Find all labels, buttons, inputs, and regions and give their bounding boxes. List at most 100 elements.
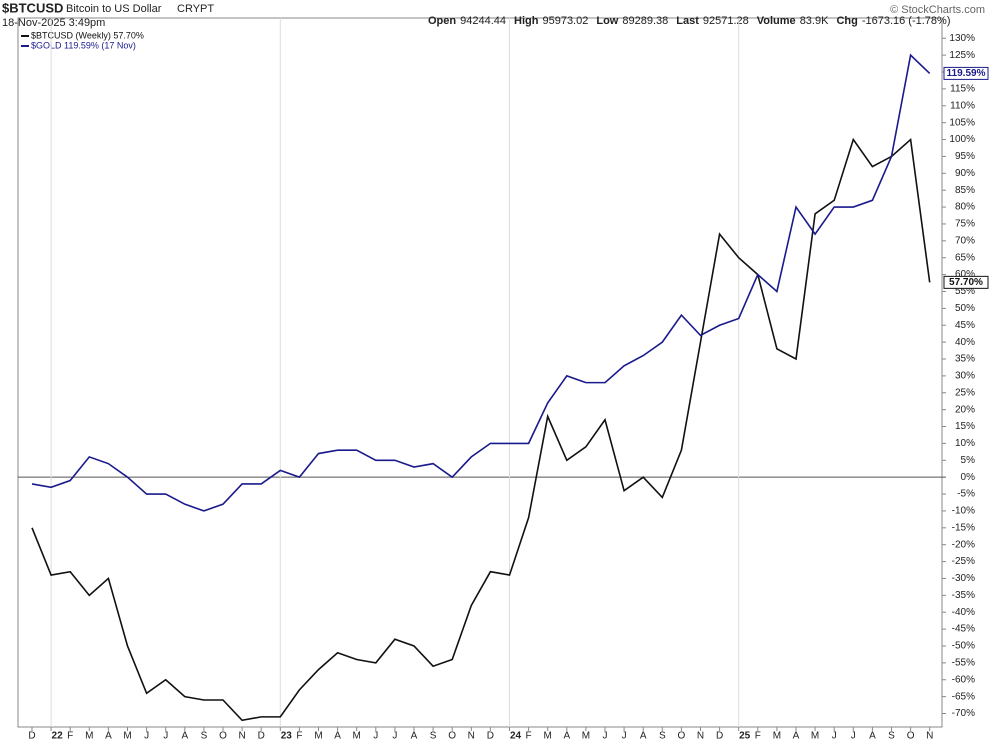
end-label-box <box>943 275 989 289</box>
x-tick-label: A <box>640 731 647 742</box>
series-line <box>31 53 931 512</box>
y-tick-label: 110% <box>950 100 975 111</box>
y-tick-label: -20% <box>952 539 975 550</box>
x-tick-label: J <box>163 731 168 742</box>
y-tick-label: -50% <box>952 641 975 652</box>
x-tick-label: D <box>28 731 35 742</box>
x-tick-label: D <box>258 731 265 742</box>
stat-label: Volume <box>757 15 796 27</box>
y-tick-label: -30% <box>952 573 975 584</box>
x-tick-label: M <box>123 731 131 742</box>
x-tick-label: J <box>392 731 397 742</box>
x-tick-label: F <box>526 731 532 742</box>
stat-label: Last <box>676 15 699 27</box>
y-tick-label: -40% <box>952 607 975 618</box>
x-tick-label: N <box>697 731 704 742</box>
x-tick-label: A <box>181 731 188 742</box>
x-tick-label: O <box>678 731 686 742</box>
y-tick-label: 80% <box>955 202 975 213</box>
exchange: CRYPT <box>177 3 214 15</box>
x-tick-label: F <box>67 731 73 742</box>
y-tick-label: 115% <box>950 84 975 95</box>
y-tick-label: 65% <box>955 252 975 263</box>
end-label-box <box>943 66 989 80</box>
y-tick-label: 130% <box>949 33 975 44</box>
y-tick-label: 0% <box>961 472 976 483</box>
legend-label: $GOLD 119.59% (17 Nov) <box>31 40 136 50</box>
timestamp: 18-Nov-2025 3:49pm <box>2 17 105 29</box>
y-tick-label: 20% <box>955 404 975 415</box>
y-tick-label: -10% <box>952 506 975 517</box>
y-tick-label: 40% <box>955 337 975 348</box>
x-tick-label: M <box>314 731 322 742</box>
plot-frame <box>17 17 943 728</box>
stat-value: 92571.28 <box>703 15 749 27</box>
x-tick-label: F <box>296 731 302 742</box>
symbol: $BTCUSD <box>2 0 63 15</box>
y-tick-label: 105% <box>949 117 975 128</box>
y-tick-label: 55% <box>955 286 975 297</box>
x-tick-label: A <box>334 731 341 742</box>
x-tick-label: A <box>563 731 570 742</box>
y-tick-label: 95% <box>955 151 975 162</box>
y-tick-label: 70% <box>955 235 975 246</box>
x-tick-label: S <box>888 731 895 742</box>
y-tick-label: 30% <box>955 371 975 382</box>
y-tick-label: -65% <box>952 691 975 702</box>
y-tick-label: -55% <box>952 657 975 668</box>
x-tick-label: O <box>219 731 227 742</box>
stat-value: 94244.44 <box>460 15 506 27</box>
y-tick-label: 85% <box>955 185 975 196</box>
stat-label: High <box>514 15 539 27</box>
x-tick-label: A <box>869 731 876 742</box>
x-tick-label: D <box>716 731 723 742</box>
x-tick-label: F <box>755 731 761 742</box>
x-tick-label: 23 <box>281 731 293 742</box>
x-tick-label: M <box>811 731 819 742</box>
x-tick-label: N <box>238 731 245 742</box>
y-tick-label: 125% <box>949 50 975 61</box>
x-tick-label: 25 <box>739 731 751 742</box>
stat-value: -1673.16 (-1.78%) <box>862 15 951 27</box>
stat-label: Open <box>428 15 456 27</box>
x-tick-label: O <box>907 731 915 742</box>
x-tick-label: N <box>926 731 933 742</box>
y-tick-label: -70% <box>952 708 975 719</box>
end-label: 119.59% <box>947 68 986 79</box>
x-tick-label: A <box>793 731 800 742</box>
x-tick-label: S <box>201 731 208 742</box>
y-tick-label: 25% <box>955 387 975 398</box>
stat-label: Low <box>596 15 618 27</box>
stat-label: Chg <box>836 15 857 27</box>
legend: $BTCUSD (Weekly) 57.70%$GOLD 119.59% (17… <box>21 30 144 50</box>
y-tick-label: -15% <box>952 522 975 533</box>
x-tick-label: S <box>430 731 437 742</box>
stat-value: 83.9K <box>800 15 829 27</box>
series-line <box>31 137 931 722</box>
y-tick-label: 100% <box>949 134 975 145</box>
stats: Open 94244.44 High 95973.02 Low 89289.38 Last 9… <box>428 15 951 27</box>
y-tick-label: -25% <box>952 556 975 567</box>
description: Bitcoin to US Dollar <box>66 3 162 15</box>
y-tick-label: 50% <box>955 303 975 314</box>
x-tick-label: J <box>373 731 378 742</box>
y-tick-label: -60% <box>952 674 975 685</box>
x-tick-label: J <box>144 731 149 742</box>
watermark: © StockCharts.com <box>890 4 985 16</box>
legend-label: $BTCUSD (Weekly) 57.70% <box>31 30 144 40</box>
y-tick-label: 35% <box>955 354 975 365</box>
y-tick-label: 60% <box>955 269 975 280</box>
x-tick-label: A <box>105 731 112 742</box>
x-tick-label: 24 <box>510 731 522 742</box>
y-tick-label: 10% <box>955 438 975 449</box>
x-tick-label: S <box>659 731 666 742</box>
x-tick-label: M <box>773 731 781 742</box>
x-tick-label: J <box>851 731 856 742</box>
end-label: 57.70% <box>949 277 983 288</box>
y-tick-label: 45% <box>955 320 975 331</box>
y-tick-label: 5% <box>961 455 976 466</box>
x-tick-label: M <box>544 731 552 742</box>
stat-value: 89289.38 <box>622 15 668 27</box>
y-tick-label: 90% <box>955 168 975 179</box>
